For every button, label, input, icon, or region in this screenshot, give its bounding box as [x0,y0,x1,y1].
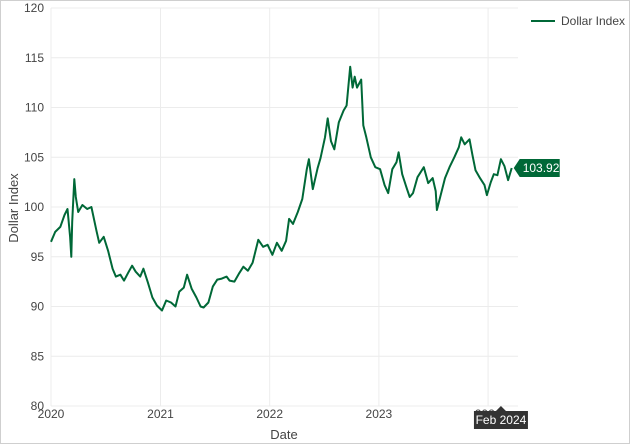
x-tick-label: 2022 [256,407,283,421]
last-value-label-bg [513,158,560,177]
y-tick-label: 80 [31,399,45,413]
series-line[interactable] [50,65,513,312]
y-tick-label: 120 [24,1,44,15]
hover-date-label-bg [473,406,528,429]
y-tick-label: 110 [25,101,44,115]
legend-label: Dollar Index [561,14,625,28]
x-tick-label: 2020 [38,407,65,421]
y-tick-label: 115 [25,51,44,65]
y-tick-label: 85 [31,349,45,363]
y-tick-label: 100 [24,200,44,214]
legend[interactable]: Dollar Index [531,14,625,28]
y-axis-title: Dollar Index [6,173,21,243]
hover-date-text: Feb 2024 [476,413,527,427]
tick-labels: 8085909510010511011512020202021202220232… [24,1,502,421]
y-tick-label: 90 [31,300,45,314]
hover-date-label: Feb 2024 [473,406,528,429]
x-tick-label: 2023 [366,407,393,421]
x-tick-label: 2021 [147,407,174,421]
last-value-label: 103.92 [513,158,560,177]
y-tick-label: 95 [31,250,45,264]
x-axis-title: Date [270,427,297,442]
series-layer [50,65,513,312]
last-value-text: 103.92 [523,161,560,175]
grid-layer [50,7,518,407]
y-tick-label: 105 [24,150,44,164]
